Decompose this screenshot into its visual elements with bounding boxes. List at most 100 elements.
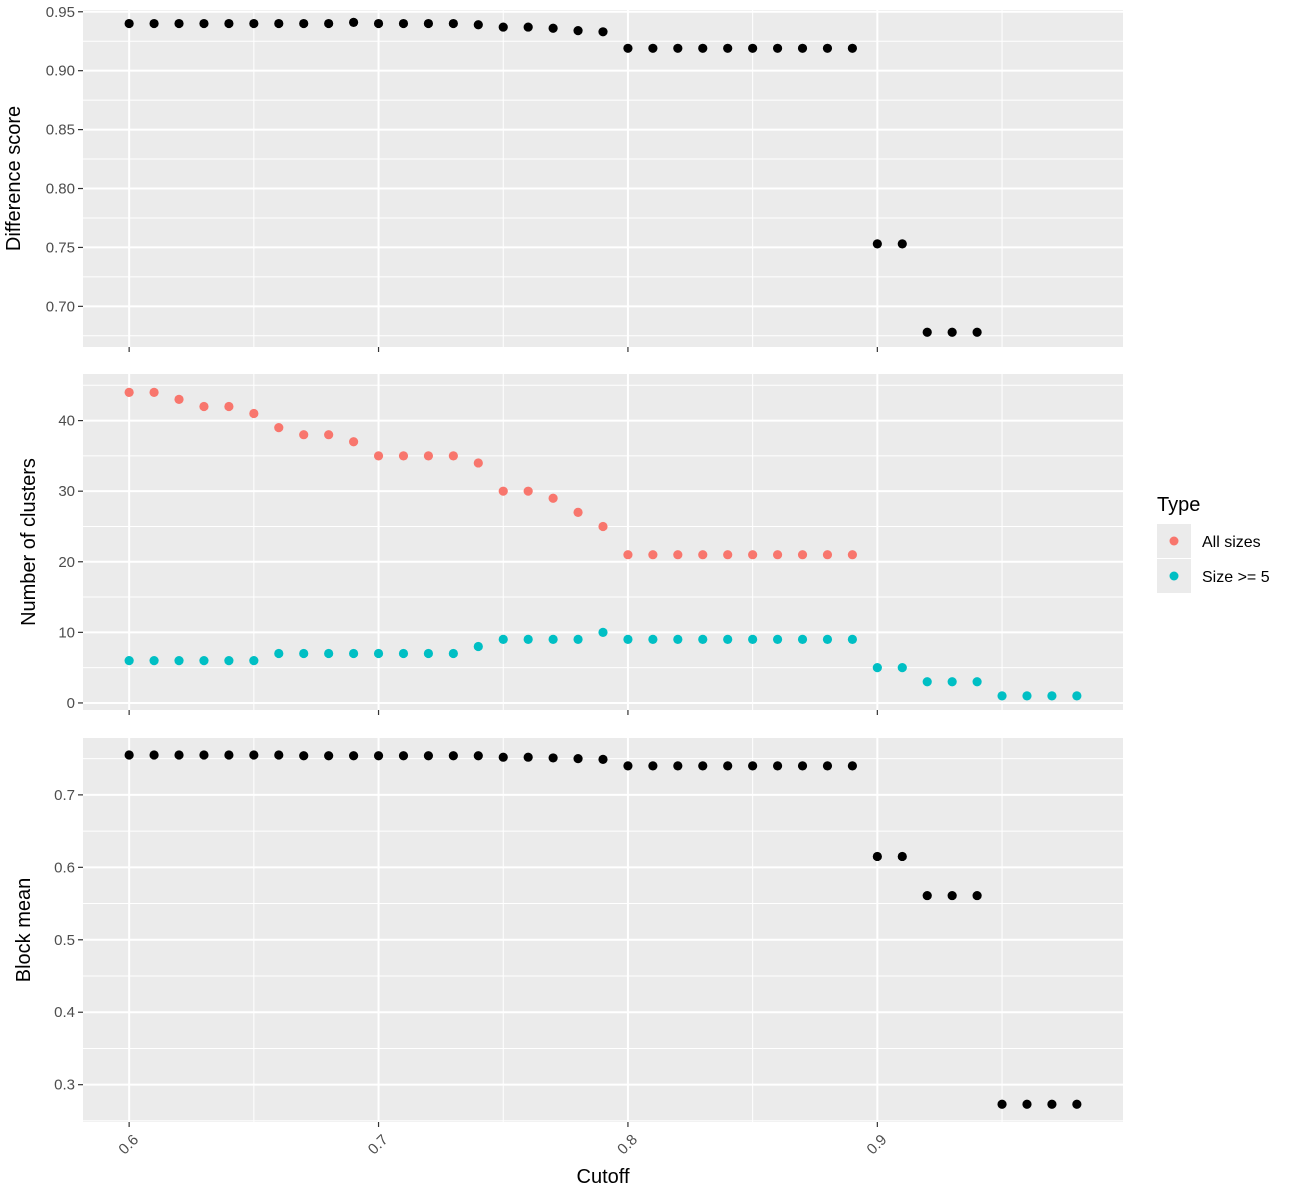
- data-point: [274, 18, 284, 29]
- data-point: [473, 751, 483, 761]
- data-point: [822, 550, 833, 560]
- data-point: [673, 634, 683, 645]
- data-point: [822, 43, 833, 53]
- data-point: [398, 648, 409, 659]
- data-point: [573, 754, 583, 764]
- data-point: [373, 18, 384, 29]
- data-point: [972, 677, 982, 687]
- legend-label-size-ge5: Size >= 5: [1202, 569, 1270, 586]
- data-point: [1072, 1099, 1082, 1109]
- data-point: [174, 18, 184, 29]
- y-tick-label: 40: [58, 413, 75, 430]
- data-point: [299, 430, 309, 440]
- y-tick-label: 0.75: [46, 239, 75, 256]
- data-point: [249, 408, 259, 419]
- data-point: [648, 634, 658, 645]
- panel-1: 0.70 0.75 0.80 0.85 0.90 0.95 Difference score: [3, 4, 1123, 352]
- data-point: [772, 43, 783, 53]
- data-point: [124, 750, 134, 760]
- y-tick-label: 10: [58, 624, 75, 641]
- data-point: [847, 634, 858, 645]
- data-point: [398, 751, 409, 761]
- x-tick-label: 0.7: [365, 1131, 392, 1158]
- data-point: [324, 751, 334, 761]
- data-point: [149, 655, 159, 666]
- data-point: [249, 750, 259, 760]
- data-point: [548, 634, 558, 645]
- data-point: [224, 401, 234, 412]
- data-point: [473, 458, 483, 468]
- legend-key-size-ge5: [1169, 571, 1179, 581]
- data-point: [598, 754, 608, 764]
- legend-title: Type: [1157, 494, 1200, 516]
- data-point: [299, 18, 309, 29]
- data-point: [498, 486, 508, 496]
- data-point: [149, 387, 159, 397]
- series-points: [124, 750, 1082, 1109]
- data-point: [648, 43, 658, 53]
- series-size-5: [124, 627, 1082, 701]
- data-point: [224, 655, 234, 666]
- data-point: [573, 507, 583, 517]
- data-point: [922, 677, 932, 687]
- data-point: [448, 451, 458, 461]
- data-point: [249, 655, 259, 666]
- data-point: [972, 327, 982, 337]
- series-all-sizes: [124, 387, 858, 560]
- data-point: [623, 634, 633, 645]
- data-point: [723, 634, 733, 645]
- data-point: [548, 753, 558, 763]
- data-point: [224, 750, 234, 760]
- y-tick-label: 0.5: [54, 932, 75, 949]
- data-point: [423, 648, 434, 659]
- data-point: [348, 437, 359, 447]
- data-point: [598, 627, 608, 637]
- y-tick-label: 20: [58, 554, 75, 571]
- data-point: [498, 634, 508, 645]
- data-point: [448, 18, 458, 29]
- data-point: [1047, 1099, 1057, 1109]
- data-point: [748, 634, 758, 645]
- data-point: [748, 43, 758, 53]
- data-point: [772, 761, 783, 771]
- data-point: [972, 890, 982, 901]
- data-point: [673, 761, 683, 771]
- data-point: [523, 752, 533, 762]
- legend-label-all-sizes: All sizes: [1202, 534, 1261, 551]
- y-tick-label: 0.90: [46, 63, 75, 80]
- data-point: [1022, 1099, 1032, 1109]
- data-point: [124, 18, 134, 29]
- x-axis: 0.6 0.7 0.8 0.9: [115, 1131, 890, 1158]
- data-point: [673, 43, 683, 53]
- data-point: [822, 761, 833, 771]
- y-tick-label: 30: [58, 483, 75, 500]
- data-point: [523, 634, 533, 645]
- data-point: [124, 655, 134, 666]
- data-point: [648, 550, 658, 560]
- data-point: [348, 751, 359, 761]
- data-point: [748, 761, 758, 771]
- data-point: [423, 751, 434, 761]
- data-point: [947, 327, 957, 337]
- x-tick-label: 0.8: [614, 1131, 641, 1158]
- y-tick-label: 0.85: [46, 122, 75, 139]
- y-axis-title: Block mean: [13, 878, 35, 983]
- data-point: [1022, 691, 1032, 701]
- data-point: [922, 890, 932, 901]
- data-point: [124, 387, 134, 397]
- data-point: [922, 327, 932, 337]
- data-point: [623, 761, 633, 771]
- data-point: [473, 641, 483, 652]
- data-point: [498, 22, 508, 32]
- data-point: [548, 23, 558, 33]
- y-axis-title: Difference score: [3, 106, 25, 251]
- data-point: [523, 486, 533, 496]
- data-point: [249, 18, 259, 29]
- data-point: [398, 18, 409, 29]
- data-point: [797, 761, 808, 771]
- data-point: [598, 521, 608, 532]
- data-point: [872, 851, 882, 862]
